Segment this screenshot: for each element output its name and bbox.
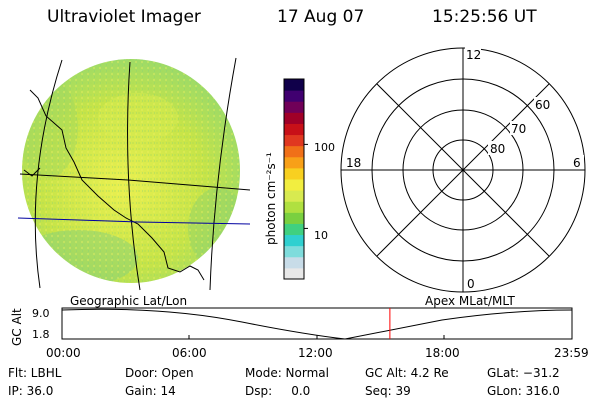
mlat-label-80: 80	[490, 142, 505, 156]
colorbar-band	[284, 223, 304, 236]
colorbar-border	[283, 78, 305, 280]
colorbar-band	[284, 267, 304, 280]
timeline-left-title: Geographic Lat/Lon	[70, 294, 188, 308]
date-label: 17 Aug 07	[277, 7, 365, 27]
time-tick-label: 23:59	[554, 346, 589, 360]
longitude-line	[34, 59, 63, 289]
colorbar-band	[284, 79, 304, 91]
colorbar-band	[284, 101, 304, 113]
colorbar-band	[284, 123, 304, 136]
gain-status: Gain: 14	[125, 384, 176, 398]
mlt-label-12: 12	[466, 48, 481, 62]
colorbar	[283, 78, 308, 280]
time-tick-label: 00:00	[46, 346, 81, 360]
altitude-timeline	[61, 307, 573, 340]
glat-status: GLat: −31.2	[487, 366, 560, 380]
time-label: 15:25:56 UT	[432, 7, 537, 27]
colorbar-band	[284, 145, 304, 158]
time-tick-label: 06:00	[172, 346, 207, 360]
mode-status: Mode: Normal	[245, 366, 329, 380]
colorbar-band	[284, 201, 304, 213]
colorbar-tick-label: 100	[314, 141, 335, 154]
latitude-line	[17, 217, 251, 225]
door-status: Door: Open	[125, 366, 194, 380]
colorbar-band	[284, 234, 304, 247]
colorbar-band	[284, 167, 304, 180]
timeline-y-tick: 9.0	[32, 307, 50, 320]
colorbar-band	[284, 179, 304, 191]
coastline	[29, 89, 205, 281]
colorbar-band	[284, 90, 304, 102]
seq-status: Seq: 39	[365, 384, 411, 398]
mlat-label-60: 60	[535, 98, 550, 112]
colorbar-band	[284, 112, 304, 124]
longitude-line	[127, 61, 141, 291]
colorbar-unit-label: photon cm⁻²s⁻¹	[264, 152, 278, 245]
instrument-title: Ultraviolet Imager	[47, 7, 201, 27]
colorbar-band	[284, 156, 304, 169]
mlt-label-18: 18	[346, 156, 361, 170]
timeline-right-title: Apex MLat/MLT	[425, 294, 515, 308]
polar-grid: 12 18 6 0 60 70 80	[340, 47, 586, 293]
timeline-y-tick: 1.8	[32, 328, 50, 341]
dsp-status: Dsp: 0.0	[245, 384, 311, 398]
gc-alt-status: GC Alt: 4.2 Re	[365, 366, 449, 380]
latitude-line	[19, 173, 251, 191]
altitude-curve	[61, 308, 573, 340]
longitude-line	[209, 57, 237, 291]
timeline-axis-label: GC Alt	[10, 308, 24, 346]
time-tick-label: 18:00	[425, 346, 460, 360]
colorbar-tick-label: 10	[314, 229, 328, 242]
ip-status: IP: 36.0	[8, 384, 54, 398]
mlt-label-6: 6	[573, 156, 581, 170]
colorbar-band	[284, 212, 304, 224]
filter-status: Flt: LBHL	[8, 366, 62, 380]
colorbar-band	[284, 190, 304, 202]
time-tick-label: 12:00	[298, 346, 333, 360]
colorbar-band	[284, 245, 304, 258]
uv-image	[17, 57, 251, 291]
glon-status: GLon: 316.0	[487, 384, 560, 398]
mlat-label-70: 70	[511, 122, 526, 136]
mlt-label-0: 0	[467, 277, 475, 291]
colorbar-band	[284, 256, 304, 269]
colorbar-band	[284, 134, 304, 147]
